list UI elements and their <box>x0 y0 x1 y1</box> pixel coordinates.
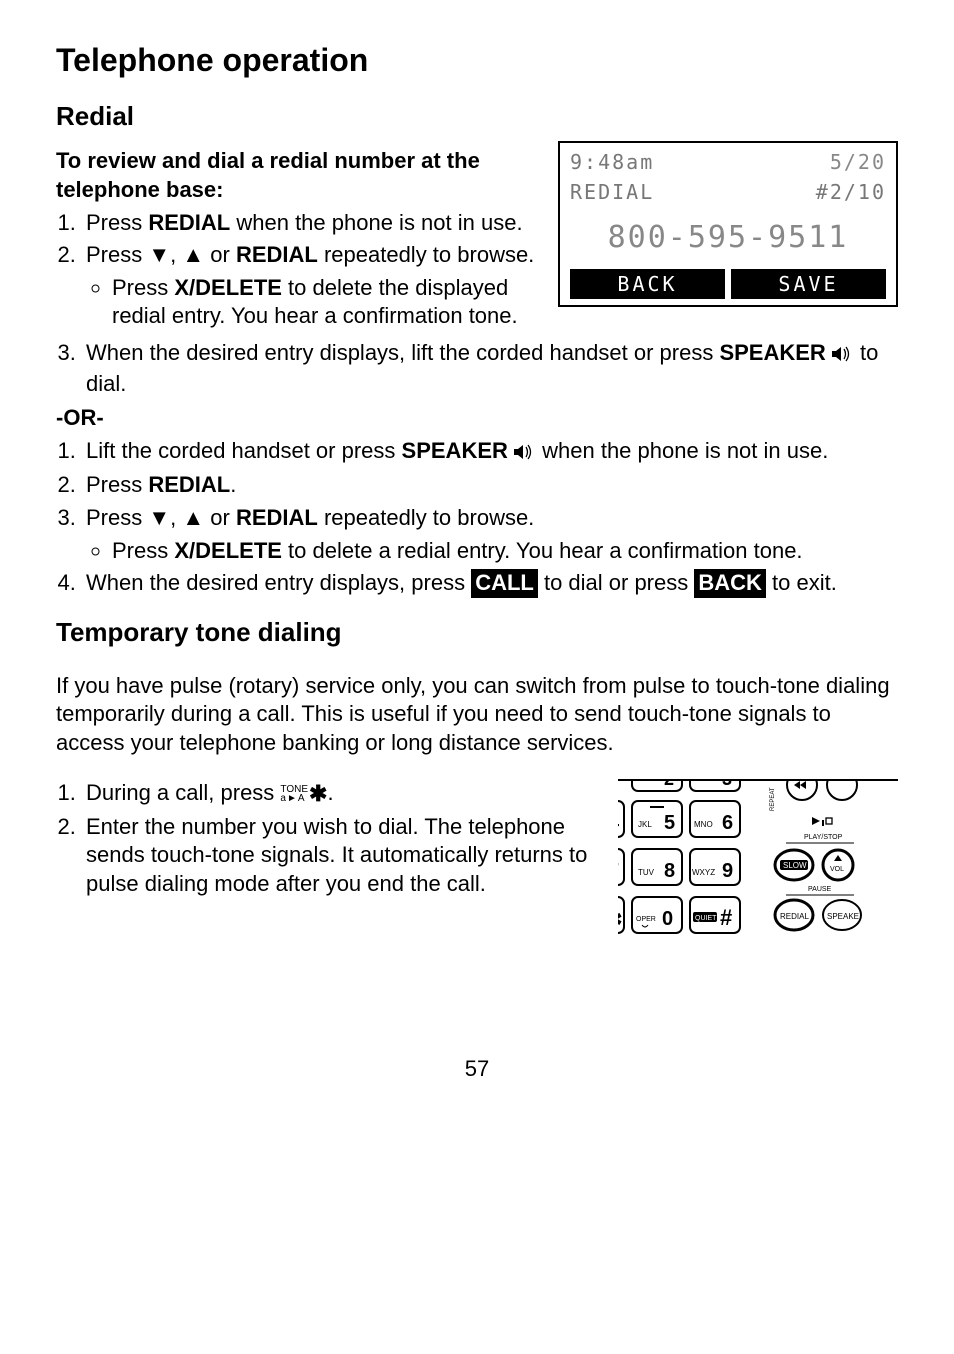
screen-display: 9:48am 5/20 REDIAL #2/10 800-595-9511 BA… <box>558 141 898 307</box>
svg-text:5: 5 <box>664 812 675 834</box>
bullet-a-1: Press X/DELETE to delete the displayed r… <box>112 274 544 331</box>
step-b-4: When the desired entry displays, press C… <box>82 569 898 598</box>
down-arrow-icon: ▼ <box>148 242 170 267</box>
tone-star-key: TONEa►A✱ <box>280 780 327 809</box>
svg-text:PLAY/STOP: PLAY/STOP <box>804 834 843 841</box>
step-a-3: When the desired entry displays, lift th… <box>82 339 898 398</box>
svg-text:JKL: JKL <box>638 820 652 829</box>
screen-label: REDIAL <box>570 179 654 205</box>
speaker-icon <box>832 341 854 370</box>
page-title: Telephone operation <box>56 40 898 82</box>
svg-text:0: 0 <box>662 908 673 930</box>
bullet-b-1: Press X/DELETE to delete a redial entry.… <box>112 537 898 566</box>
screen-date: 5/20 <box>830 149 886 175</box>
screen-number: 800-595-9511 <box>570 209 886 265</box>
step-a-2: Press ▼, ▲ or REDIAL repeatedly to brows… <box>82 241 544 331</box>
step-a-1: Press REDIAL when the phone is not in us… <box>82 209 544 238</box>
screen-counter: #2/10 <box>816 179 886 205</box>
subheading-review: To review and dial a redial number at th… <box>56 147 544 204</box>
page-number: 57 <box>56 1055 898 1084</box>
svg-text:7: 7 <box>618 860 619 882</box>
svg-text:6: 6 <box>722 812 733 834</box>
steps-b-list: Lift the corded handset or press SPEAKER… <box>56 437 898 598</box>
step-b-3: Press ▼, ▲ or REDIAL repeatedly to brows… <box>82 504 898 565</box>
speaker-icon <box>514 439 536 468</box>
svg-text:SPEAKE: SPEAKE <box>827 912 859 921</box>
svg-text:2: 2 <box>664 781 674 789</box>
step-b-1: Lift the corded handset or press SPEAKER… <box>82 437 898 468</box>
svg-text:9: 9 <box>722 860 733 882</box>
inline-key-back: BACK <box>694 569 766 598</box>
step-b-2: Press REDIAL. <box>82 471 898 500</box>
svg-text:4: 4 <box>618 812 620 834</box>
svg-text:WXYZ: WXYZ <box>692 868 715 877</box>
svg-text:REDIAL: REDIAL <box>780 912 809 921</box>
svg-text:MNO: MNO <box>694 820 713 829</box>
section-heading-redial: Redial <box>56 100 898 134</box>
softkey-save: SAVE <box>731 269 886 299</box>
section-heading-tone: Temporary tone dialing <box>56 616 898 650</box>
svg-text:3: 3 <box>722 781 732 789</box>
svg-text:OPER: OPER <box>636 916 656 923</box>
svg-text:8: 8 <box>664 860 675 882</box>
screen-time: 9:48am <box>570 149 654 175</box>
svg-text:QUIET: QUIET <box>695 915 717 922</box>
svg-text:TUV: TUV <box>638 868 655 877</box>
steps-a-list: Press REDIAL when the phone is not in us… <box>56 209 544 331</box>
svg-text:VOL: VOL <box>830 866 844 873</box>
svg-text:#: # <box>720 905 732 930</box>
svg-text:REPEAT: REPEAT <box>770 787 776 811</box>
tone-intro: If you have pulse (rotary) service only,… <box>56 672 898 758</box>
svg-text:PAUSE: PAUSE <box>808 886 832 893</box>
keypad-illustration: ABC 2 DEF 3 4 JKL 5 MNO 6 7 <box>618 779 898 995</box>
steps-a-list-cont: When the desired entry displays, lift th… <box>56 339 898 398</box>
softkey-back: BACK <box>570 269 725 299</box>
inline-key-call: CALL <box>471 569 538 598</box>
up-arrow-icon: ▲ <box>182 505 204 530</box>
down-arrow-icon: ▼ <box>148 505 170 530</box>
or-separator: -OR- <box>56 404 898 433</box>
svg-text:SLOW: SLOW <box>783 861 807 870</box>
svg-text:✱: ✱ <box>618 907 622 932</box>
up-arrow-icon: ▲ <box>182 242 204 267</box>
